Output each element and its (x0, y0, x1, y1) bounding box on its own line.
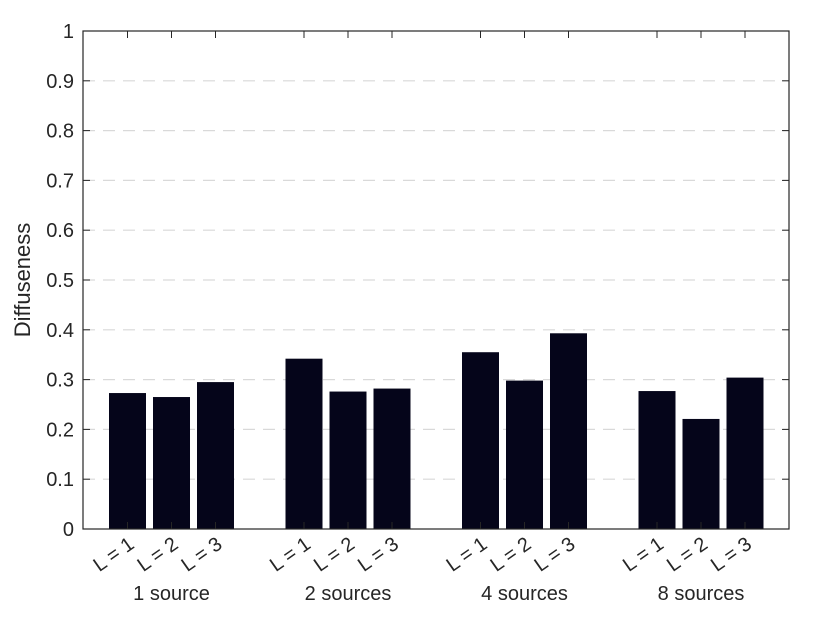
bar (462, 352, 499, 529)
x-tick-label: L = 2 (663, 533, 712, 576)
y-tick-label: 0.2 (46, 419, 74, 441)
x-tick-label: L = 1 (266, 533, 315, 576)
bar (329, 391, 367, 529)
x-tick-label: L = 1 (89, 533, 138, 576)
x-tick-label: L = 3 (707, 533, 756, 576)
y-tick-label: 0.6 (46, 220, 74, 242)
bar (638, 391, 676, 529)
bar (550, 333, 587, 529)
bar (373, 388, 411, 529)
x-tick-label: L = 3 (354, 533, 403, 576)
group-label: 8 sources (658, 583, 745, 605)
bar (682, 418, 720, 529)
y-tick-label: 0.1 (46, 469, 74, 491)
x-tick-label: L = 1 (619, 533, 668, 576)
bar (197, 382, 234, 529)
x-tick-label: L = 3 (530, 533, 579, 576)
group-labels: 1 source 2 sources 4 sources 8 sources (133, 583, 744, 605)
y-tick-label: 1 (63, 21, 74, 43)
y-axis-ticks: 0 0.1 0.2 0.3 0.4 0.5 0.6 0.7 0.8 0.9 1 (46, 21, 789, 541)
group-label: 4 sources (481, 583, 568, 605)
y-tick-label: 0.5 (46, 270, 74, 292)
group-label: 1 source (133, 583, 210, 605)
x-tick-label: L = 2 (133, 533, 182, 576)
bar (506, 380, 543, 529)
x-tick-label: L = 2 (486, 533, 535, 576)
y-tick-label: 0 (63, 519, 74, 541)
bars (109, 333, 764, 529)
y-tick-label: 0.4 (46, 320, 74, 342)
x-tick-label: L = 1 (442, 533, 491, 576)
y-tick-label: 0.7 (46, 170, 74, 192)
x-tick-label: L = 2 (310, 533, 359, 576)
y-tick-label: 0.9 (46, 71, 74, 93)
x-tick-label: L = 3 (177, 533, 226, 576)
bar (109, 393, 146, 529)
y-tick-label: 0.3 (46, 370, 74, 392)
group-label: 2 sources (305, 583, 392, 605)
bar (726, 377, 764, 529)
bar (285, 358, 323, 529)
y-tick-label: 0.8 (46, 121, 74, 143)
bar (153, 397, 190, 529)
y-axis-label: Diffuseness (10, 223, 35, 338)
